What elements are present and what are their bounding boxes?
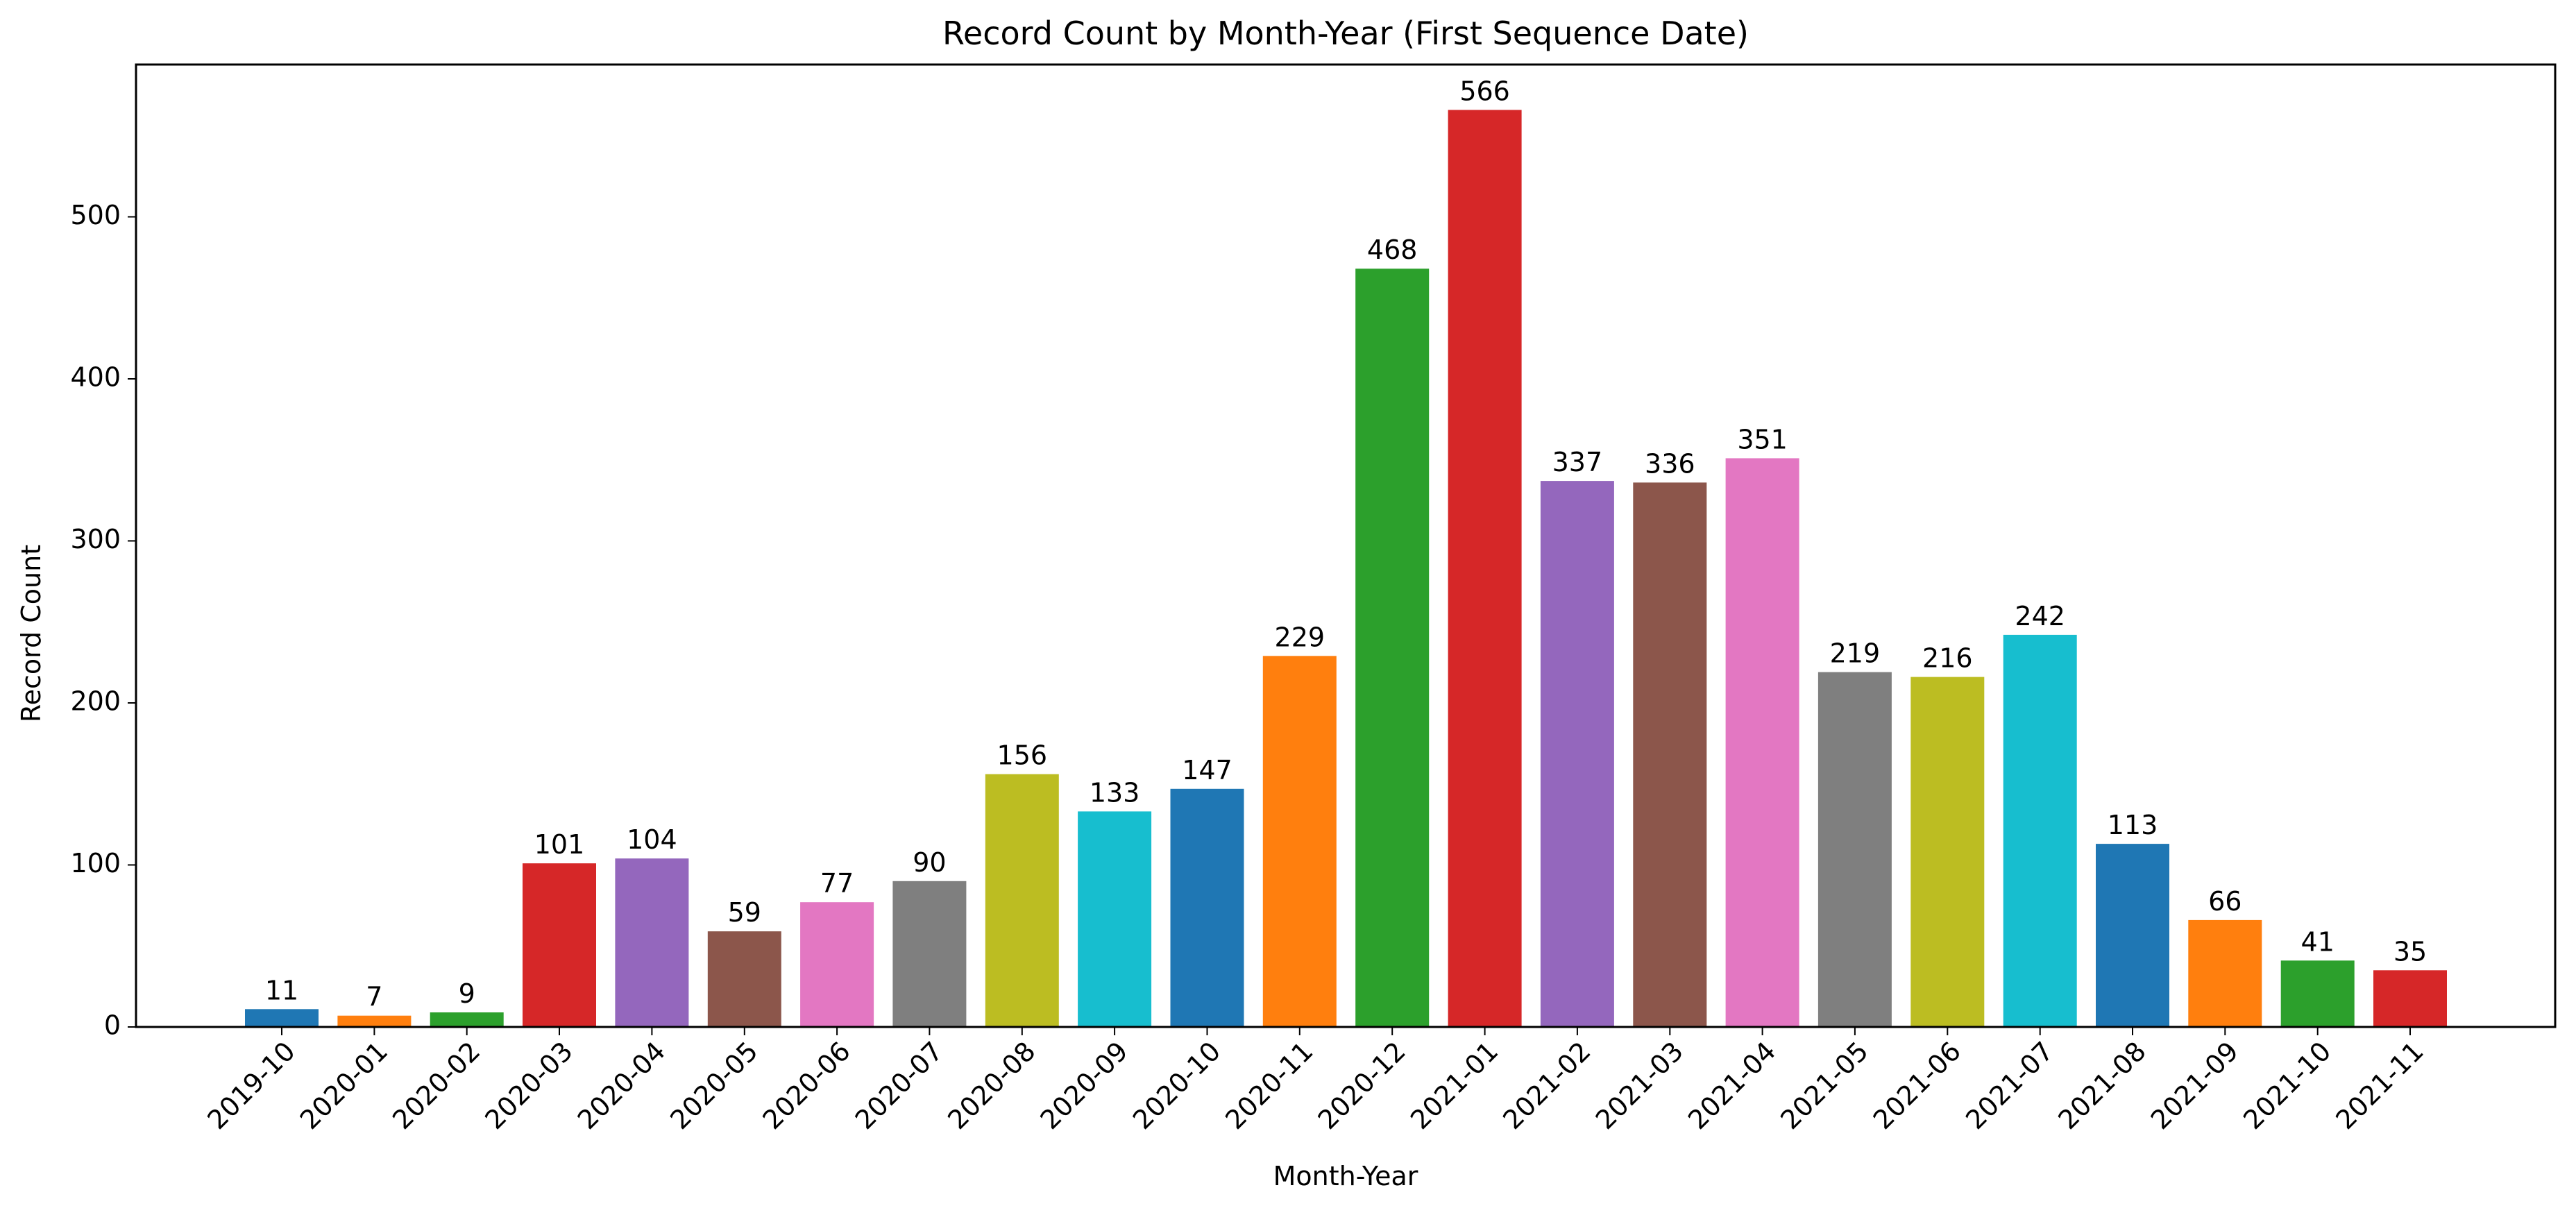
bar-2020-03 <box>523 863 596 1027</box>
bar-value-label: 337 <box>1552 447 1603 477</box>
y-tick-label: 0 <box>104 1010 121 1041</box>
bar-2020-08 <box>985 774 1059 1027</box>
bar-2021-06 <box>1910 677 1985 1027</box>
x-axis-label: Month-Year <box>1273 1161 1418 1191</box>
y-tick-label: 100 <box>70 848 121 878</box>
bar-value-label: 216 <box>1922 643 1973 674</box>
bar-2021-07 <box>2003 634 2077 1027</box>
bar-2020-07 <box>892 881 967 1027</box>
bar-value-label: 9 <box>459 978 475 1009</box>
bar-2020-09 <box>1078 811 1152 1027</box>
bar-value-label: 66 <box>2208 886 2242 917</box>
y-axis: 0 100 200 300 400 500 <box>70 200 136 1041</box>
bar-2021-04 <box>1725 458 1799 1027</box>
bar-2021-01 <box>1448 110 1522 1027</box>
bar-value-label: 101 <box>534 829 585 860</box>
bar-2021-10 <box>2280 960 2355 1027</box>
bar-value-label: 242 <box>2015 601 2065 631</box>
bar-2021-11 <box>2373 970 2447 1027</box>
bar-value-label: 41 <box>2301 926 2334 957</box>
bar-value-label: 90 <box>913 847 946 878</box>
bar-2020-06 <box>800 902 874 1027</box>
bar-value-label: 219 <box>1830 638 1881 669</box>
bar-2021-05 <box>1817 672 1892 1027</box>
bar-value-label: 147 <box>1182 755 1232 785</box>
bar-2020-02 <box>430 1012 504 1027</box>
bar-value-label: 156 <box>997 740 1048 771</box>
chart-title: Record Count by Month-Year (First Sequen… <box>942 15 1749 52</box>
bar-value-label: 7 <box>366 982 382 1012</box>
bar-value-label: 104 <box>627 824 677 855</box>
bar-value-label: 336 <box>1645 448 1695 479</box>
value-labels-layer: 11 7 9 101 104 59 77 90 156 133 147 229 468 566 337 336… <box>265 76 2427 1012</box>
y-tick-label: 500 <box>70 200 121 230</box>
y-tick-label: 300 <box>70 524 121 554</box>
bar-value-label: 59 <box>728 897 761 928</box>
bar-2020-10 <box>1170 788 1244 1027</box>
y-axis-label: Record Count <box>16 545 46 722</box>
bar-2020-01 <box>337 1015 412 1027</box>
bar-value-label: 229 <box>1275 622 1325 652</box>
bar-2020-04 <box>615 858 689 1027</box>
bar-2019-10 <box>245 1009 319 1027</box>
bars-layer <box>245 110 2447 1028</box>
bar-value-label: 11 <box>265 975 298 1005</box>
bar-value-label: 351 <box>1737 424 1788 454</box>
bar-value-label: 113 <box>2108 810 2158 840</box>
bar-value-label: 35 <box>2393 936 2427 967</box>
plot-area-frame <box>135 63 2557 1028</box>
y-tick-label: 200 <box>70 686 121 717</box>
bar-2021-09 <box>2188 919 2262 1027</box>
bar-value-label: 77 <box>820 868 854 899</box>
bar-2020-12 <box>1355 269 1430 1028</box>
bar-value-label: 468 <box>1367 235 1418 265</box>
bar-2021-02 <box>1540 481 1614 1027</box>
bar-2021-03 <box>1633 482 1707 1027</box>
bar-value-label: 133 <box>1090 777 1140 808</box>
bar-2020-11 <box>1262 656 1337 1027</box>
y-tick-label: 400 <box>70 362 121 393</box>
bar-2020-05 <box>707 931 781 1027</box>
bar-value-label: 566 <box>1459 76 1510 106</box>
bar-2021-08 <box>2096 844 2169 1027</box>
